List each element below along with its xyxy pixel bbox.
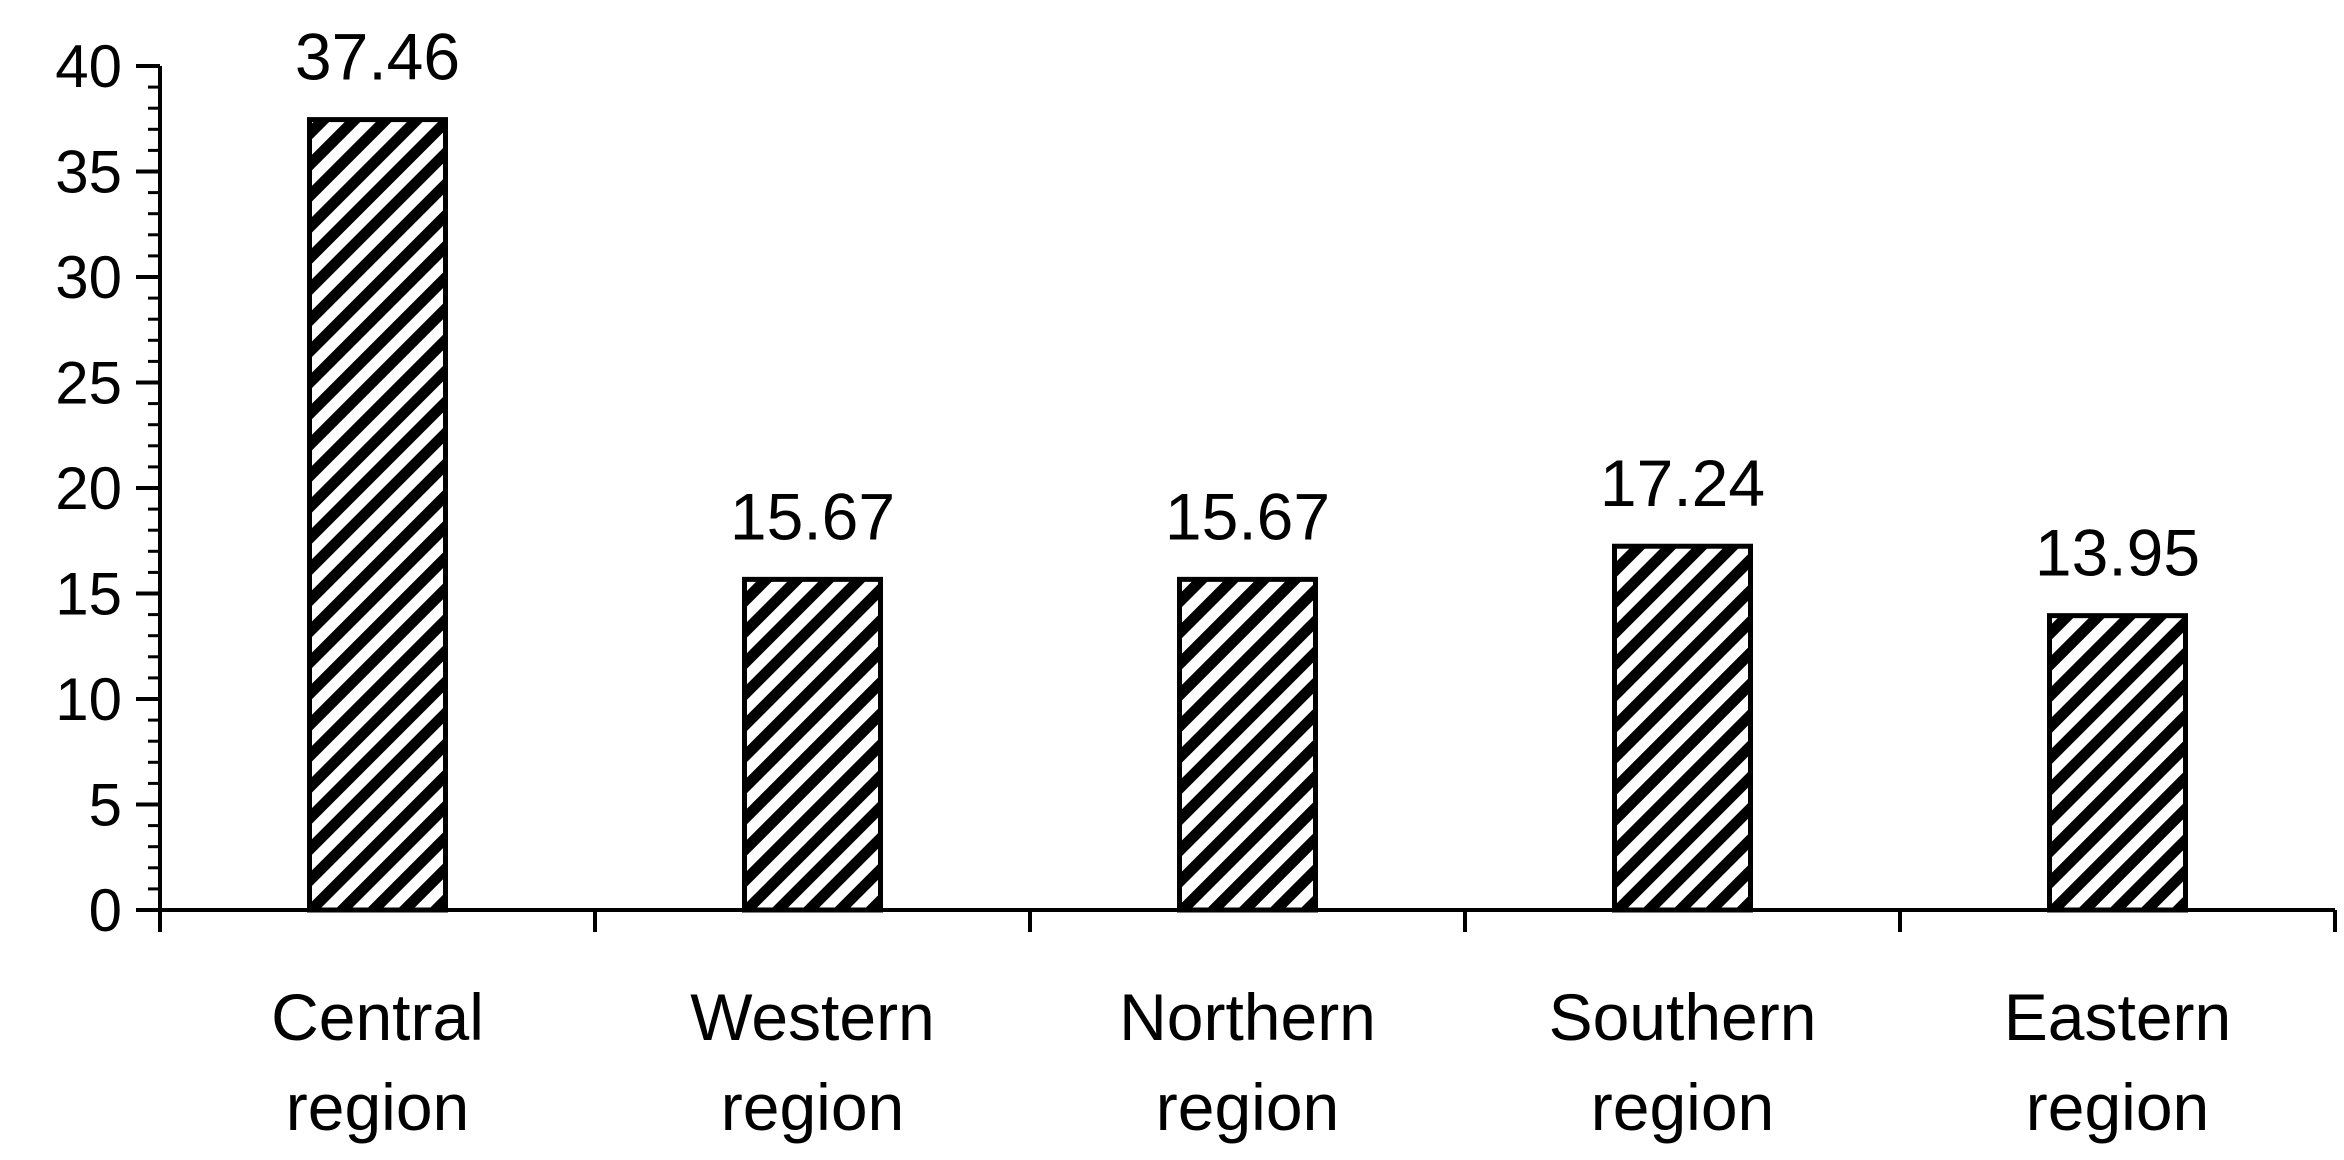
category-label-line: region <box>1591 1070 1774 1144</box>
category-label-line: region <box>286 1070 469 1144</box>
category-label-line: Eastern <box>2004 980 2231 1054</box>
category-label: Northern region <box>1119 980 1376 1144</box>
bar-value-label: 13.95 <box>2035 516 2200 590</box>
category-label-line: Central <box>271 980 484 1054</box>
y-tick-label: 25 <box>55 350 122 417</box>
y-tick-label: 0 <box>89 877 122 944</box>
category-label: Central region <box>271 980 484 1144</box>
bar <box>1177 576 1318 913</box>
y-tick-label: 40 <box>55 33 122 100</box>
bar <box>2047 613 2188 913</box>
category-label: Western region <box>690 980 935 1144</box>
bar <box>307 117 448 913</box>
category-label-line: region <box>1156 1070 1339 1144</box>
bar-value-label: 37.46 <box>295 20 460 94</box>
bar-value-label: 15.67 <box>730 479 895 553</box>
y-tick-label: 20 <box>55 455 122 522</box>
category-label-line: region <box>2026 1070 2209 1144</box>
category-label: Southern region <box>1549 980 1817 1144</box>
bar <box>742 576 883 913</box>
x-axis <box>158 908 2337 932</box>
category-label-line: region <box>721 1070 904 1144</box>
y-tick-label: 5 <box>89 772 122 839</box>
y-tick-label: 15 <box>55 561 122 628</box>
y-tick-label: 30 <box>55 244 122 311</box>
category-label-line: Northern <box>1119 980 1376 1054</box>
category-label-line: Western <box>690 980 935 1054</box>
y-tick-label: 10 <box>55 666 122 733</box>
bar <box>1612 543 1753 913</box>
bars <box>307 117 2188 913</box>
category-label: Eastern region <box>2004 980 2231 1144</box>
y-tick-label: 35 <box>55 139 122 206</box>
category-label-line: Southern <box>1549 980 1817 1054</box>
y-axis: 0 5 10 15 20 25 30 35 40 <box>55 33 162 944</box>
data-labels: 37.46 15.67 15.67 17.24 13.95 <box>295 20 2200 590</box>
category-labels: Central region Western region Northern region… <box>271 980 2231 1144</box>
bar-value-label: 15.67 <box>1165 479 1330 553</box>
bar-value-label: 17.24 <box>1600 446 1765 520</box>
